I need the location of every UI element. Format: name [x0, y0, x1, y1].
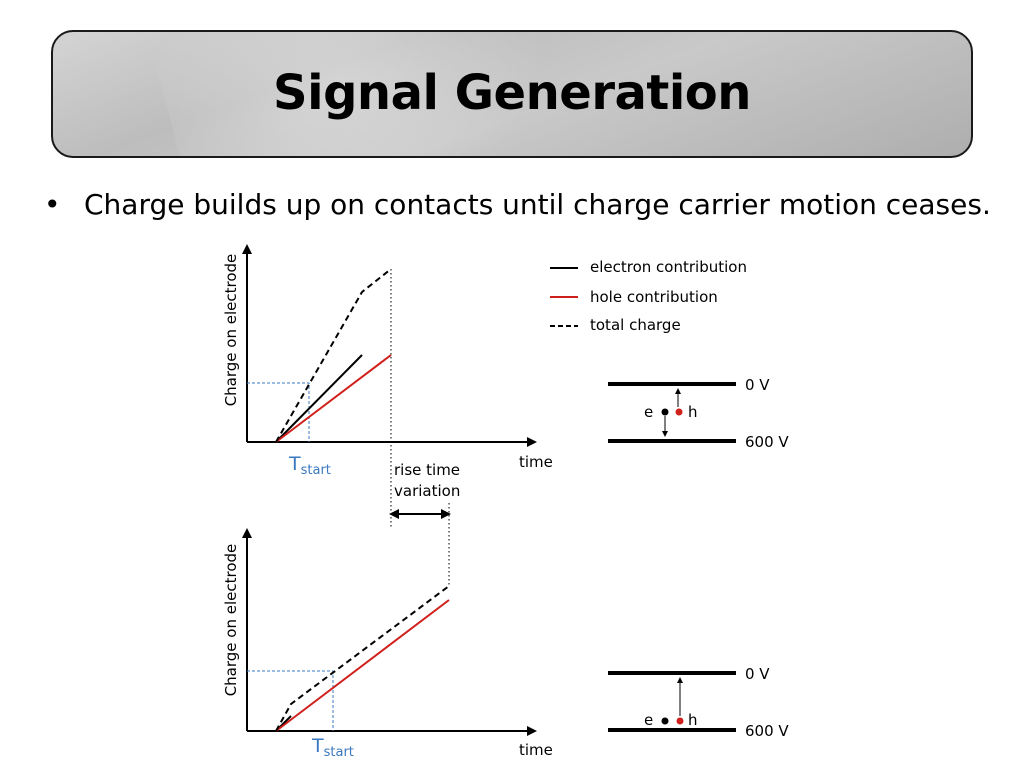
bottom-y-axis-label: Charge on electrode: [222, 544, 240, 697]
slide-title: Signal Generation: [273, 65, 751, 121]
detector-bottom-600v-label: 600 V: [745, 722, 789, 740]
bottom-x-axis-label: time: [519, 741, 553, 759]
detector-bottom-h-label: h: [688, 711, 698, 729]
top-electron-curve: [275, 354, 363, 443]
title-bar: Signal Generation: [51, 30, 973, 158]
top-hole-curve: [275, 354, 392, 443]
detector-bottom: 0 V 600 V e h: [608, 665, 789, 740]
top-x-axis-label: time: [519, 453, 553, 471]
bullet-icon: •: [44, 188, 61, 221]
bottom-tstart-guide: [247, 670, 334, 731]
bullet-text: Charge builds up on contacts until charg…: [84, 188, 991, 221]
bottom-hole-curve: [275, 599, 450, 732]
legend: electron contribution hole contribution …: [550, 258, 747, 334]
legend-hole-label: hole contribution: [590, 288, 718, 306]
detector-bottom-0v-label: 0 V: [745, 665, 770, 683]
top-plot: Charge on electrode time Tstart: [222, 244, 553, 528]
bullet-item: • Charge builds up on contacts until char…: [44, 188, 991, 221]
detector-top-h-label: h: [688, 403, 698, 421]
bottom-tstart-label: Tstart: [311, 735, 354, 760]
bottom-plot: Charge on electrode time Tstart: [222, 528, 553, 760]
rise-time-annotation: rise time variation: [389, 461, 460, 586]
detector-top: 0 V 600 V e h: [608, 376, 789, 451]
detector-top-hole-dot: [675, 408, 683, 416]
legend-total-label: total charge: [590, 316, 681, 334]
detector-bottom-electron-dot: [661, 717, 669, 725]
detector-bottom-hole-dot: [676, 717, 684, 725]
top-tstart-label: Tstart: [288, 453, 331, 478]
legend-electron-label: electron contribution: [590, 258, 747, 276]
detector-top-600v-label: 600 V: [745, 433, 789, 451]
top-y-axis-label: Charge on electrode: [222, 254, 240, 407]
detector-top-electron-dot: [661, 408, 669, 416]
detector-top-e-label: e: [644, 403, 653, 421]
detector-top-0v-label: 0 V: [745, 376, 770, 394]
detector-bottom-e-label: e: [644, 711, 653, 729]
rise-time-label-line1: rise time: [394, 461, 460, 479]
rise-time-label-line2: variation: [394, 482, 460, 500]
bottom-total-curve: [275, 585, 450, 732]
top-tstart-guide: [247, 382, 310, 442]
top-total-curve: [275, 268, 392, 443]
